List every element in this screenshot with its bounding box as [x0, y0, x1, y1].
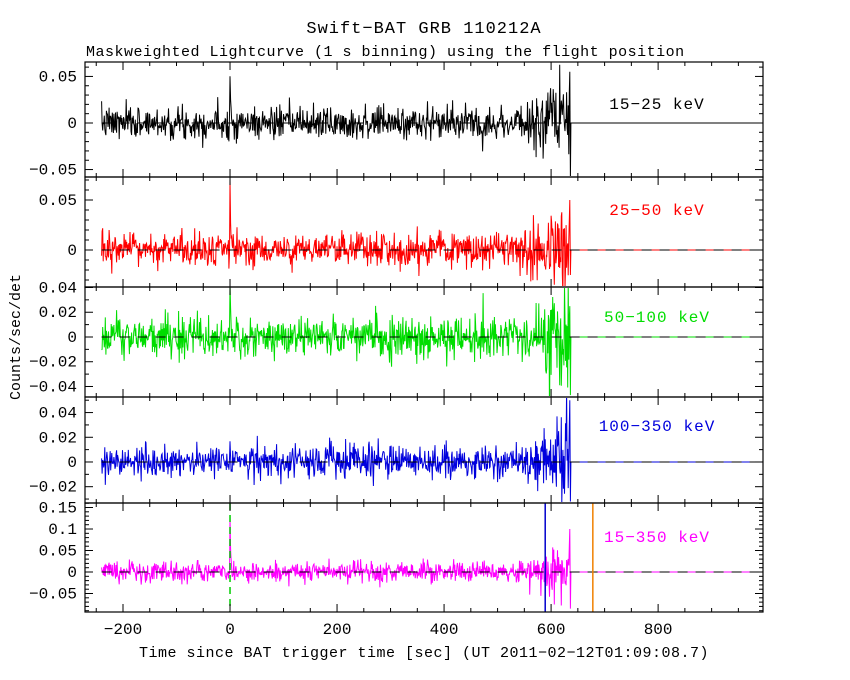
y-tick-label: 0 — [67, 454, 77, 472]
lightcurve-series — [101, 179, 572, 286]
panel-25−50-keV: 0.05 0 25−50 keV — [39, 176, 764, 288]
panel-15−25-keV: 0.05 0 −0.05 15−25 keV — [29, 61, 764, 180]
panel-100−350-keV: 0.04 0.02 0 −0.02 100−350 keV — [29, 396, 764, 504]
y-tick-label: 0.02 — [39, 304, 77, 322]
panel-15−350-keV: 0.15 0.1 0.05 0 −0.05 15−350 keV — [29, 500, 764, 613]
y-axis-label: Counts/sec/det — [8, 274, 25, 400]
panel-50−100-keV: 0.04 0.02 0 −0.02 −0.04 50−100 keV — [29, 279, 764, 398]
panel-frame — [84, 176, 764, 288]
y-tick-label: 0.05 — [39, 68, 77, 86]
y-tick-label: −0.05 — [29, 162, 77, 180]
y-tick-label: 0.04 — [39, 405, 77, 423]
y-tick-label: 0.02 — [39, 429, 77, 447]
y-tick-label: 0.04 — [39, 279, 77, 297]
x-tick-label: 200 — [323, 621, 352, 639]
panel-frame — [84, 396, 764, 504]
y-tick-label: 0 — [67, 115, 77, 133]
y-tick-label: 0.05 — [39, 192, 77, 210]
lightcurve-series — [101, 516, 572, 609]
lightcurve-series — [101, 398, 572, 502]
y-tick-label: −0.05 — [29, 586, 77, 604]
energy-band-label: 15−350 keV — [604, 529, 710, 547]
energy-band-label: 15−25 keV — [609, 96, 704, 114]
energy-band-label: 50−100 keV — [604, 309, 710, 327]
panel-frame — [84, 502, 764, 613]
x-tick-label: −200 — [104, 621, 142, 639]
x-tick-label: 800 — [644, 621, 673, 639]
y-tick-label: 0 — [67, 564, 77, 582]
x-tick-label: 600 — [537, 621, 566, 639]
x-tick-label: 400 — [430, 621, 459, 639]
y-tick-label: −0.02 — [29, 479, 77, 497]
y-tick-label: −0.04 — [29, 378, 77, 396]
y-tick-label: 0 — [67, 242, 77, 260]
y-tick-label: 0.05 — [39, 543, 77, 561]
y-tick-label: 0.1 — [48, 521, 77, 539]
energy-band-label: 25−50 keV — [609, 202, 704, 220]
lightcurve-series — [101, 64, 572, 176]
chart-subtitle: Maskweighted Lightcurve (1 s binning) us… — [86, 44, 685, 61]
x-axis-label: Time since BAT trigger time [sec] (UT 20… — [139, 645, 709, 662]
chart-title: Swift−BAT GRB 110212A — [306, 20, 542, 39]
lightcurve-series — [101, 288, 572, 396]
energy-band-label: 100−350 keV — [599, 418, 716, 436]
y-tick-label: −0.02 — [29, 354, 77, 372]
y-tick-label: 0.15 — [39, 500, 77, 518]
x-tick-label: 0 — [225, 621, 235, 639]
y-tick-label: 0 — [67, 329, 77, 347]
